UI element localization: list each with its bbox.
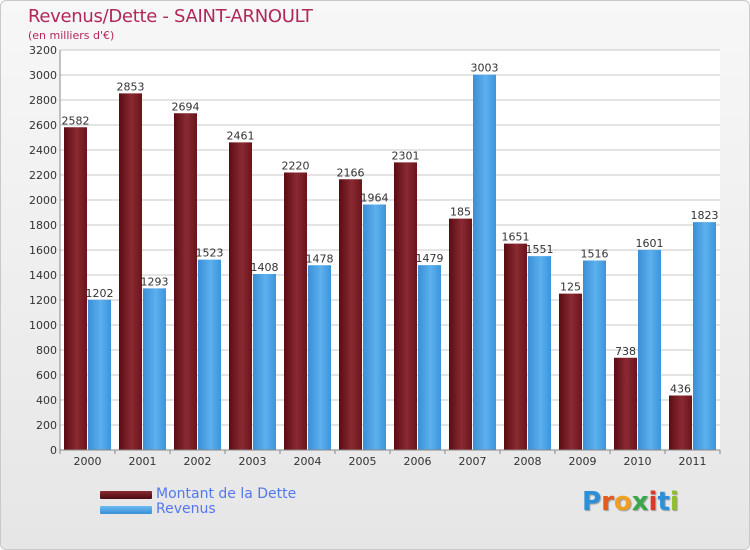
bar-revenue [308,265,331,450]
data-label-revenue: 1293 [141,275,169,288]
bar-debt [174,113,197,450]
data-label-debt: 1651 [502,231,530,244]
bar-debt [119,93,142,450]
y-tick-label: 1200 [29,294,57,307]
proxiti-logo: Proxiti [582,487,679,517]
data-label-debt: 2582 [62,114,90,127]
data-label-debt: 738 [615,345,636,358]
y-tick-label: 400 [36,394,57,407]
data-label-revenue: 1516 [581,248,609,261]
legend-swatch-revenue [100,506,152,514]
x-tick-label: 2006 [404,455,432,468]
data-label-debt: 436 [670,383,691,396]
y-tick-label: 2400 [29,144,57,157]
y-tick-label: 2600 [29,119,57,132]
bar-revenue [198,259,221,450]
y-tick-label: 600 [36,369,57,382]
bar-debt [614,357,637,450]
bar-debt [394,162,417,450]
bar-revenue [473,74,496,450]
data-label-revenue: 1523 [196,247,224,260]
data-label-revenue: 1823 [691,209,719,222]
bar-debt [449,218,472,450]
x-tick-label: 2000 [74,455,102,468]
chart-subtitle: (en milliers d'€) [28,29,115,42]
data-label-revenue: 1478 [306,252,334,265]
x-tick-label: 2007 [459,455,487,468]
data-label-debt: 2694 [172,100,200,113]
y-tick-label: 1800 [29,219,57,232]
x-tick-label: 2008 [514,455,542,468]
bar-revenue [88,299,111,450]
x-tick-label: 2002 [184,455,212,468]
data-label-debt: 185 [450,206,471,219]
data-label-revenue: 1964 [361,192,389,205]
logo-letter: i [648,487,658,517]
x-tick-label: 2009 [569,455,597,468]
data-label-debt: 2220 [282,160,310,173]
x-tick-label: 2010 [624,455,652,468]
data-label-debt: 125 [560,281,581,294]
legend-swatch-debt [100,491,152,499]
bar-revenue [693,222,716,450]
bar-debt [284,172,307,450]
data-label-revenue: 1601 [636,237,664,250]
y-tick-label: 2800 [29,94,57,107]
y-tick-label: 200 [36,419,57,432]
data-label-debt: 2853 [117,80,145,93]
bar-revenue [363,204,386,450]
y-tick-label: 3000 [29,69,57,82]
logo-letter: t [657,487,670,517]
data-label-debt: 2461 [227,129,255,142]
x-tick-label: 2001 [129,455,157,468]
logo-letter: r [601,487,614,517]
y-tick-label: 1600 [29,244,57,257]
data-label-debt: 2301 [392,149,420,162]
y-tick-label: 1000 [29,319,57,332]
x-tick-label: 2005 [349,455,377,468]
logo-letter: o [613,487,632,517]
bar-revenue [528,256,551,450]
data-label-revenue: 1408 [251,261,279,274]
bar-debt [559,293,582,450]
y-tick-label: 3200 [29,44,57,57]
x-tick-label: 2003 [239,455,267,468]
bar-debt [504,243,527,450]
bar-revenue [253,274,276,450]
legend-label-revenue: Revenus [156,501,216,517]
logo-letter: i [669,487,679,517]
data-label-revenue: 3003 [471,62,499,75]
bar-revenue [583,260,606,450]
legend-label-debt: Montant de la Dette [156,486,297,502]
bar-revenue [143,288,166,450]
chart-title: Revenus/Dette - SAINT-ARNOULT [28,6,313,27]
bar-revenue [418,265,441,450]
bar-debt [64,127,87,450]
y-tick-label: 0 [50,444,57,457]
data-label-revenue: 1479 [416,252,444,265]
y-tick-label: 1400 [29,269,57,282]
logo-letter: P [582,487,602,517]
logo-letter: x [631,487,649,517]
bar-debt [339,179,362,450]
data-label-revenue: 1551 [526,243,554,256]
x-tick-label: 2011 [679,455,707,468]
y-tick-label: 2000 [29,194,57,207]
data-label-debt: 2166 [337,166,365,179]
data-label-revenue: 1202 [86,287,114,300]
bar-revenue [638,249,661,450]
x-tick-label: 2004 [294,455,322,468]
y-tick-label: 2200 [29,169,57,182]
bar-debt [229,142,252,450]
y-tick-label: 800 [36,344,57,357]
bar-debt [669,395,692,450]
